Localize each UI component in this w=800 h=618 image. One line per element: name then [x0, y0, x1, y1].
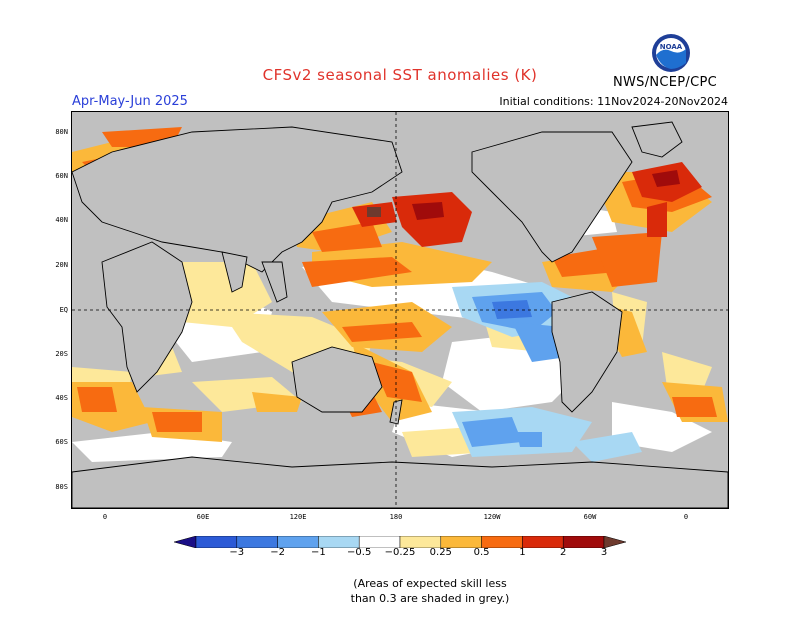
footnote-line: (Areas of expected skill less: [353, 577, 507, 590]
colorbar-tick-label: 1: [519, 547, 526, 558]
agency-label: NWS/NCEP/CPC: [612, 75, 718, 90]
chart-title: CFSv2 seasonal SST anomalies (K): [262, 66, 538, 84]
sst-anomaly-map: [71, 111, 729, 509]
colorbar-tick-label: −2: [270, 547, 285, 558]
lat-label: 80N: [55, 128, 68, 136]
colorbar-cell: [603, 536, 626, 548]
colorbar-tick-label: 0.5: [473, 547, 490, 558]
anomaly-blue: [492, 300, 532, 319]
anomaly-red: [352, 162, 702, 247]
lon-label: 0: [683, 513, 689, 521]
svg-text:NOAA: NOAA: [660, 43, 683, 51]
forecast-season: Apr-May-Jun 2025: [72, 94, 188, 109]
lat-label: 60S: [55, 438, 68, 446]
colorbar-tick-label: −0.25: [384, 547, 416, 558]
lon-label: 0: [102, 513, 108, 521]
colorbar-tick-label: −1: [311, 547, 326, 558]
continent-outlines: [72, 121, 728, 508]
colorbar-cell: [174, 536, 197, 548]
lat-label: 80S: [55, 483, 68, 491]
lat-label: EQ: [59, 306, 68, 314]
lat-label: 60N: [55, 172, 68, 180]
lat-label: 40N: [55, 216, 68, 224]
colorbar-tick-label: 3: [600, 547, 608, 558]
anomaly-brown-peak: [367, 207, 381, 217]
colorbar: [174, 536, 626, 548]
colorbar-tick-label: 2: [560, 547, 567, 558]
colorbar-tick-label: −3: [229, 547, 245, 558]
lon-label: 120E: [289, 513, 307, 521]
skill-footnote: (Areas of expected skill less than 0.3 a…: [300, 576, 560, 606]
lat-label: 20N: [55, 261, 68, 269]
initial-conditions: Initial conditions: 11Nov2024-20Nov2024: [499, 95, 728, 108]
colorbar-tick-label: −0.5: [347, 547, 372, 558]
lon-label: 120W: [483, 513, 501, 521]
lat-label: 20S: [55, 350, 68, 358]
lat-label: 40S: [55, 394, 68, 402]
colorbar-tick-label: 0.25: [429, 547, 452, 558]
lon-label: 60W: [583, 513, 597, 521]
lon-label: 180: [389, 513, 403, 521]
footnote-line: than 0.3 are shaded in grey.): [350, 592, 510, 605]
noaa-logo: NOAA: [652, 34, 690, 72]
anomaly-dark-red: [412, 170, 680, 220]
lon-label: 60E: [196, 513, 210, 521]
